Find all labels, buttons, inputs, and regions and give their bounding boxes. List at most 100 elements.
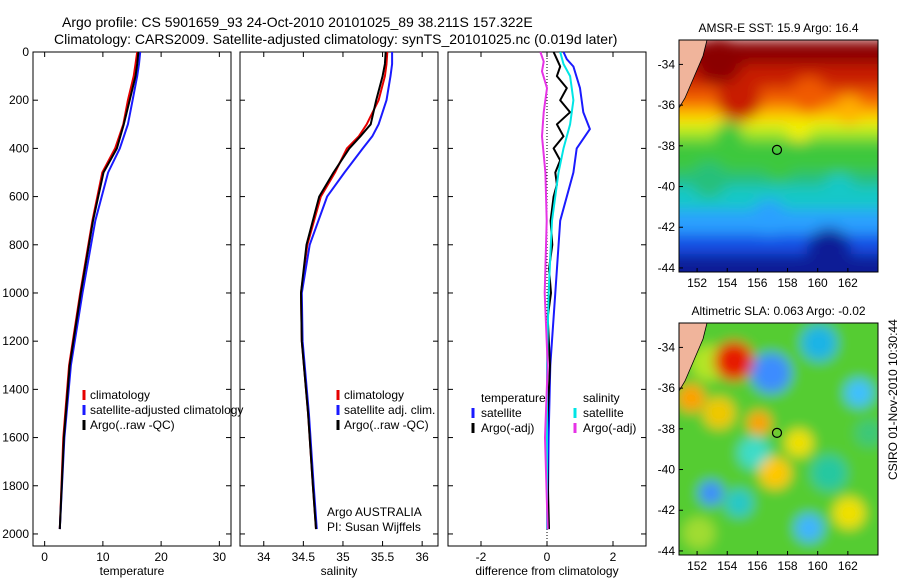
x-axis-label: temperature [100, 564, 165, 578]
sst-map-field [679, 40, 878, 272]
sst-blob [695, 40, 743, 84]
annotation-line: Argo AUSTRALIA [327, 505, 422, 519]
panel-frame [32, 51, 232, 547]
sst-blob [823, 174, 855, 206]
sla-map-field [679, 323, 878, 555]
series-line-climatology [58, 51, 139, 530]
x-tick-label: 35.5 [371, 550, 395, 564]
sla-blob [855, 419, 878, 447]
sst-map-title: AMSR-E SST: 15.9 Argo: 16.4 [698, 21, 858, 35]
sla-map-title: Altimetric SLA: 0.063 Argo: -0.02 [691, 304, 865, 318]
x-tick-label: 2 [610, 550, 617, 564]
x-axis-label: difference from climatology [475, 564, 618, 578]
map-y-tick-label: -38 [658, 422, 676, 436]
legend-label: climatology [90, 388, 150, 402]
argo-position-marker [771, 427, 783, 438]
sst-blob [787, 118, 811, 142]
sla-map-panel: Altimetric SLA: 0.063 Argo: -0.02 152 154 1… [658, 304, 879, 573]
figure-title-line1: Argo profile: CS 5901659_93 24-Oct-2010 … [62, 14, 533, 30]
sla-blob [703, 397, 735, 429]
series-line-salinity-argo-adj- [539, 51, 549, 530]
map-x-tick-label: 156 [747, 276, 767, 290]
y-tick-label: 1800 [2, 479, 29, 493]
sla-blob [747, 411, 771, 435]
argo-position-marker [771, 144, 783, 155]
legend-label: Argo(..raw -QC) [90, 418, 175, 432]
map-y-tick-label: -36 [658, 98, 676, 112]
map-y-tick-label: -34 [658, 57, 676, 71]
y-tick-label: 200 [9, 93, 29, 107]
sla-blob [795, 514, 823, 542]
map-x-tick-label: 158 [778, 559, 798, 573]
sla-blob [833, 497, 865, 529]
x-tick-label: 0 [544, 550, 551, 564]
sla-blob [759, 457, 791, 489]
sst-blob [715, 121, 743, 149]
sla-blob [751, 353, 791, 393]
y-tick-label: 1200 [2, 334, 29, 348]
map-y-tick-label: -40 [658, 463, 676, 477]
legend-heading: salinity [583, 391, 620, 405]
legend-label: Argo(-adj) [481, 421, 534, 435]
sst-blob [791, 77, 827, 113]
annotation-line: PI: Susan Wijffels [327, 520, 421, 534]
map-x-tick-label: 162 [838, 276, 858, 290]
series-line-argo-raw-qc- [58, 51, 140, 530]
series-line-satellite-adj-clim- [300, 52, 394, 530]
sla-blob [725, 489, 753, 517]
side-timestamp-label: CSIRO 01-Nov-2010 10:30:44 [886, 319, 900, 480]
land-area [679, 40, 708, 109]
sla-blob [811, 455, 847, 491]
series-line-satellite-adjusted-climatology [58, 51, 142, 530]
legend-heading: temperature [481, 391, 546, 405]
map-x-tick-label: 152 [687, 559, 707, 573]
sst-blob [807, 228, 851, 272]
panel-frame [239, 51, 439, 547]
map-x-tick-label: 160 [808, 276, 828, 290]
map-x-tick-label: 160 [808, 559, 828, 573]
y-tick-label: 800 [9, 238, 29, 252]
sst-map-panel: AMSR-E SST: 15.9 Argo: 16.4 152 154 156 158 1… [658, 21, 879, 290]
sla-blob [714, 341, 754, 381]
legend-label: satellite adj. clim. [344, 403, 435, 417]
x-tick-label: 10 [96, 550, 110, 564]
x-tick-label: 0 [41, 550, 48, 564]
x-tick-label: 34.5 [292, 550, 316, 564]
sst-blob [691, 162, 727, 198]
map-x-tick-label: 156 [747, 559, 767, 573]
sla-blob [679, 384, 705, 412]
series-line-argo-raw-qc- [300, 51, 387, 530]
x-tick-label: -2 [476, 550, 487, 564]
sst-blob [717, 78, 761, 122]
sst-map-blobs [679, 40, 878, 272]
legend-label: climatology [344, 388, 404, 402]
map-x-tick-label: 154 [717, 559, 737, 573]
sla-map-blobs [679, 323, 878, 555]
map-x-tick-label: 158 [778, 276, 798, 290]
sst-map-frame [678, 39, 879, 273]
map-x-tick-label: 152 [687, 276, 707, 290]
map-y-tick-label: -44 [658, 261, 676, 275]
x-tick-label: 34 [257, 550, 271, 564]
sla-blob [683, 517, 715, 549]
sst-blob [835, 96, 863, 124]
x-tick-label: 35 [336, 550, 350, 564]
sst-blob [751, 200, 787, 236]
legend-label: satellite [481, 406, 522, 420]
x-tick-label: 20 [154, 550, 168, 564]
land-area [679, 323, 708, 392]
y-tick-label: 1000 [2, 286, 29, 300]
series-line-temperature-argo-adj- [545, 51, 572, 530]
x-axis-label: salinity [321, 564, 358, 578]
y-tick-label: 0 [22, 45, 29, 59]
legend-label: satellite-adjusted climatology [90, 403, 243, 417]
map-y-tick-label: -34 [658, 340, 676, 354]
sla-blob [845, 379, 873, 407]
map-x-tick-label: 162 [838, 559, 858, 573]
map-y-tick-label: -44 [658, 544, 676, 558]
y-tick-label: 2000 [2, 527, 29, 541]
legend-label: Argo(-adj) [583, 421, 636, 435]
map-y-tick-label: -42 [658, 220, 676, 234]
series-line-climatology [300, 51, 389, 530]
